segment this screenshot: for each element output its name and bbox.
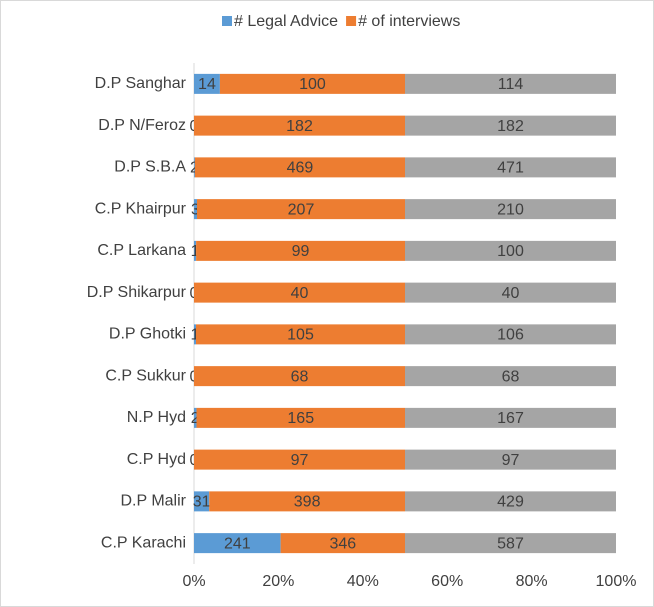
data-label: 210 <box>497 201 524 218</box>
data-label: 106 <box>497 327 524 344</box>
bar-segment <box>196 407 405 428</box>
y-tick-label: D.P Malir <box>121 493 187 510</box>
data-label: 182 <box>286 118 313 135</box>
bar-segment <box>405 115 616 136</box>
bar-segment <box>194 157 405 178</box>
bar-segment <box>194 115 405 136</box>
y-tick-label: D.P S.B.A <box>114 159 186 176</box>
bar-segment <box>194 240 197 261</box>
data-label: 68 <box>502 368 520 385</box>
bar-segment <box>197 199 405 220</box>
data-label: 167 <box>497 410 524 427</box>
data-label: 207 <box>288 201 315 218</box>
data-label: 114 <box>498 76 524 93</box>
data-label: 469 <box>287 160 314 177</box>
y-tick-label: D.P Ghotki <box>109 326 186 343</box>
bar-segment <box>280 533 405 554</box>
data-label: 40 <box>502 285 520 302</box>
bar-segment <box>405 491 616 512</box>
bar-segment <box>405 157 616 178</box>
bar-segment <box>219 73 405 94</box>
bar-segment <box>405 324 616 345</box>
bar-segment <box>405 240 616 261</box>
legend-swatch <box>346 16 357 26</box>
data-label: 2 <box>190 160 199 177</box>
data-label: 97 <box>291 452 309 469</box>
x-tick-label: 20% <box>262 573 294 590</box>
x-tick-label: 100% <box>596 573 637 590</box>
bar-segment <box>196 240 405 261</box>
bar-segment <box>194 157 195 178</box>
y-tick-label: C.P Khairpur <box>95 200 187 217</box>
legend-label: # of interviews <box>358 13 460 30</box>
legend-label: # Legal Advice <box>234 13 338 30</box>
x-tick-label: 80% <box>516 573 548 590</box>
data-label: 182 <box>497 118 524 135</box>
data-label: 398 <box>294 494 321 511</box>
data-label: 14 <box>198 76 216 93</box>
legend-swatch <box>222 16 232 26</box>
data-label: 40 <box>291 285 309 302</box>
data-label: 587 <box>497 535 524 552</box>
data-label: 429 <box>497 494 524 511</box>
y-tick-label: D.P Shikarpur <box>87 284 187 301</box>
bar-segment <box>194 533 281 554</box>
x-tick-label: 0% <box>182 573 205 590</box>
y-tick-label: N.P Hyd <box>127 409 186 426</box>
y-tick-label: C.P Hyd <box>127 451 186 468</box>
data-label: 105 <box>287 327 314 344</box>
data-label: 100 <box>497 243 524 260</box>
data-label: 471 <box>497 160 524 177</box>
data-label: 3 <box>191 201 200 218</box>
y-tick-label: C.P Larkana <box>97 242 186 259</box>
bar-segment <box>405 449 616 470</box>
bar-segment <box>194 449 405 470</box>
bar-segment <box>405 73 616 94</box>
data-label: 346 <box>329 535 356 552</box>
data-label: 31 <box>193 494 211 511</box>
bar-segment <box>405 199 616 220</box>
data-label: 100 <box>299 76 326 93</box>
bar-segment <box>194 491 210 512</box>
data-label: 99 <box>292 243 310 260</box>
y-tick-label: D.P N/Feroz <box>98 117 186 134</box>
bar-segment <box>405 366 616 387</box>
y-tick-label: D.P Sanghar <box>95 75 187 92</box>
bar-segment <box>195 324 405 345</box>
data-label: 68 <box>291 368 309 385</box>
bar-segment <box>194 282 405 303</box>
bar-segment <box>194 73 220 94</box>
bar-segment <box>194 407 197 428</box>
data-label: 241 <box>224 535 251 552</box>
bar-segment <box>194 199 198 220</box>
data-label: 165 <box>287 410 314 427</box>
bar-segment <box>209 491 405 512</box>
data-label: 1 <box>191 327 200 344</box>
bar-segment <box>405 407 616 428</box>
y-tick-label: C.P Karachi <box>101 534 186 551</box>
y-tick-label: C.P Sukkur <box>105 367 186 384</box>
bar-segment <box>405 533 616 554</box>
bar-segment <box>194 324 196 345</box>
bar-segment <box>194 366 405 387</box>
x-tick-label: 40% <box>347 573 379 590</box>
data-label: 1 <box>191 243 200 260</box>
bar-segment <box>405 282 616 303</box>
data-label: 97 <box>502 452 520 469</box>
x-tick-label: 60% <box>431 573 463 590</box>
data-label: 2 <box>191 410 200 427</box>
